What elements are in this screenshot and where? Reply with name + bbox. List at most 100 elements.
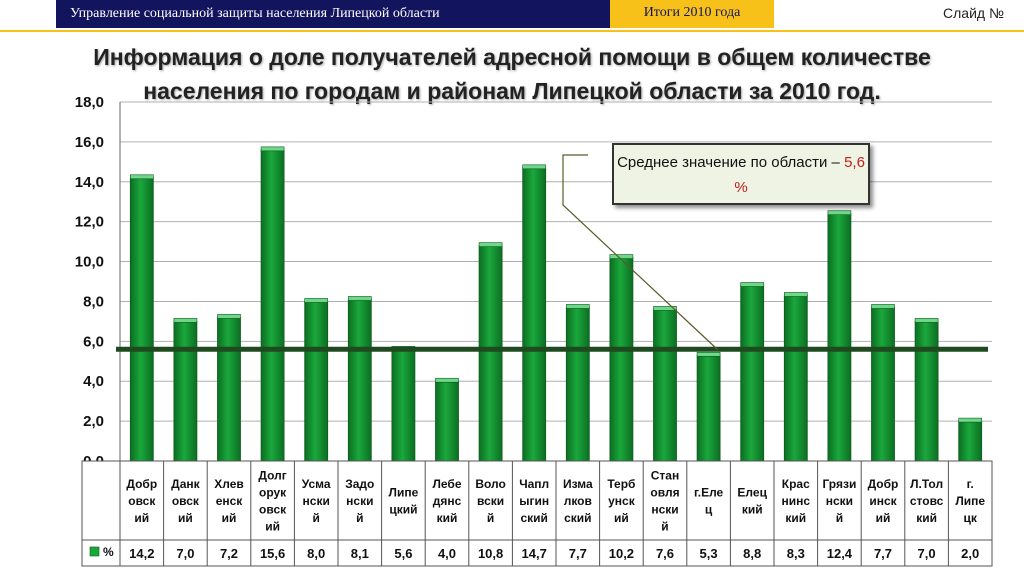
header-bar: Управление социальной защиты населения Л… [0,0,1024,32]
x-category-label: Изма лков ский [563,477,593,525]
data-value-label: 8,8 [743,546,761,561]
bar-cap [696,351,721,357]
x-category-label: Задо нски й [345,477,374,525]
data-table [81,460,993,567]
bar [391,348,416,462]
bar-cap [435,377,459,383]
bar [783,295,808,462]
bar [129,177,154,462]
bar-cap [653,306,677,311]
x-category-label: Данк овск ий [171,477,200,525]
data-value-label: 7,0 [176,546,194,561]
bar [871,307,895,462]
x-category-label: Крас нинс кий [782,477,811,525]
bar [565,307,590,462]
bar [260,149,285,462]
bar-cap [783,292,808,297]
bar [173,320,198,462]
x-category-label: Усма нски й [302,477,331,525]
x-category-label: Хлев енск ий [214,477,244,525]
bar-cap [871,304,895,309]
x-category-label: Л.Тол стовс кий [910,477,944,525]
data-value-label: 7,0 [918,546,936,561]
data-value-label: 10,2 [609,546,634,561]
data-value-label: 7,7 [874,546,892,561]
y-tick-label: 14,0 [75,174,104,191]
y-tick-label: 6,0 [83,333,104,350]
bar-cap [130,174,154,180]
bar [304,301,329,462]
bar-cap [478,242,503,247]
data-value-label: 7,2 [220,546,238,561]
bar-cap [565,304,590,309]
data-value-label: 12,4 [827,546,853,561]
slide-number: Слайд № [943,5,1004,21]
bar-cap [173,318,198,323]
bar-cap [217,314,241,319]
y-tick-label: 18,0 [75,94,104,111]
average-callout-text: Среднее значение по области – [617,154,840,171]
bar [347,299,372,462]
data-value-label: 5,6 [394,546,412,561]
page-title: Информация о доле получателей адресной п… [93,44,931,104]
data-value-label: 14,2 [129,546,154,561]
x-category-label: Стан овля нски й [650,469,679,534]
bar [914,320,939,462]
y-tick-label: 16,0 [75,134,104,151]
bar-cap [522,164,547,170]
x-category-label: Липе цкий [389,486,419,517]
data-value-label: 4,0 [438,546,456,561]
x-category-label: г. Липе цк [955,477,985,525]
bar [958,420,983,462]
x-category-label: Воло вски й [475,477,506,525]
bar [522,167,547,462]
data-value-label: 5,3 [700,546,718,561]
x-category-label: Грязи нски й [822,477,856,525]
bar [653,309,677,462]
y-tick-label: 2,0 [83,413,104,430]
bar-cap [740,282,765,287]
x-category-label: Добр инск ий [868,477,899,525]
bar-cap [958,417,983,423]
bar [740,285,765,462]
bar [478,245,503,462]
average-callout-value: 5,6 % [734,154,865,196]
y-tick-label: 12,0 [75,214,104,231]
y-tick-label: 10,0 [75,254,104,271]
bar-cap [304,298,329,303]
data-value-label: 15,6 [260,546,285,561]
bar [609,257,634,462]
data-value-label: 8,0 [307,546,325,561]
bar [696,354,721,462]
x-category-label: Добр овск ий [126,477,157,525]
x-category-label: Елец кий [737,486,767,517]
y-tick-label: 4,0 [83,373,104,390]
period-label: Итоги 2010 года [610,0,774,28]
bar [827,213,852,462]
callout-connector [562,154,719,351]
bar-cap [914,318,939,323]
legend-swatch [89,546,100,557]
data-value-label: 8,3 [787,546,805,561]
bar-cap [260,146,285,152]
bar-cap [827,210,852,215]
average-callout: Среднее значение по области – 5,6 % [612,143,870,205]
header-divider [0,30,1024,32]
bar-cap [609,254,634,259]
x-category-label: Терб унск ий [607,477,635,525]
x-category-label: г.Еле ц [694,486,724,517]
data-value-label: 8,1 [351,546,369,561]
data-value-label: 14,7 [522,546,547,561]
data-value-label: 2,0 [961,546,979,561]
x-category-label: Лебе дянс кий [432,477,461,525]
y-tick-label: 8,0 [83,293,104,310]
x-category-label: Долг орук овск ий [258,469,287,534]
bar-cap [347,296,372,301]
bar [435,380,459,462]
legend-label: % [103,545,114,559]
data-value-label: 7,7 [569,546,587,561]
bar [217,316,241,462]
data-value-label: 10,8 [478,546,503,561]
x-category-label: Чапл ыгин ский [519,477,549,525]
